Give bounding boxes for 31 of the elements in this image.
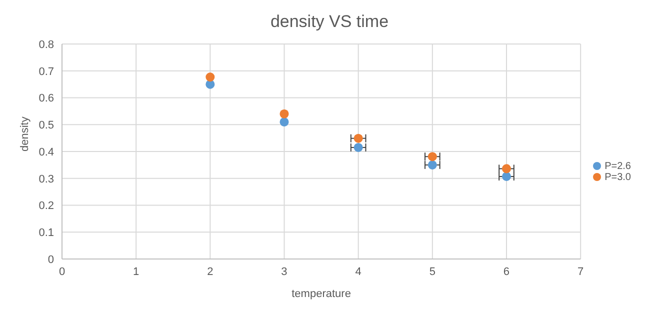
point bbox=[280, 109, 289, 118]
x-tick-label: 0 bbox=[58, 266, 66, 278]
y-tick-label: 0.8 bbox=[38, 38, 54, 51]
x-axis-title: temperature bbox=[292, 288, 351, 300]
y-tick-label: 0.3 bbox=[38, 173, 54, 186]
x-tick-label: 3 bbox=[281, 266, 288, 278]
point bbox=[428, 152, 437, 162]
y-tick-label: 0.4 bbox=[38, 146, 54, 158]
y-tick-label: 0.6 bbox=[38, 92, 54, 105]
x-tick-label: 2 bbox=[207, 266, 214, 278]
point bbox=[502, 164, 512, 174]
y-tick-label: 0.2 bbox=[38, 200, 54, 212]
x-tick-label: 7 bbox=[578, 266, 584, 278]
y-tick-label: 0.7 bbox=[38, 66, 54, 78]
legend-label: P=2.6 bbox=[604, 160, 631, 172]
point bbox=[354, 142, 363, 152]
y-tick-label: 0.1 bbox=[38, 227, 54, 240]
y-axis-title: density bbox=[18, 116, 31, 152]
point bbox=[502, 172, 512, 181]
point bbox=[280, 117, 289, 126]
x-tick-label: 5 bbox=[429, 266, 436, 278]
x-tick-label: 4 bbox=[355, 266, 362, 278]
point bbox=[428, 160, 437, 170]
legend-label: P=3.0 bbox=[604, 172, 631, 182]
point bbox=[354, 134, 363, 143]
point bbox=[206, 72, 215, 82]
x-tick-label: 1 bbox=[133, 266, 140, 278]
x-tick-label: 6 bbox=[503, 266, 510, 278]
chart-title: density VS time bbox=[269, 11, 390, 33]
y-tick-label: 0 bbox=[48, 254, 54, 266]
y-tick-label: 0.5 bbox=[38, 120, 54, 132]
